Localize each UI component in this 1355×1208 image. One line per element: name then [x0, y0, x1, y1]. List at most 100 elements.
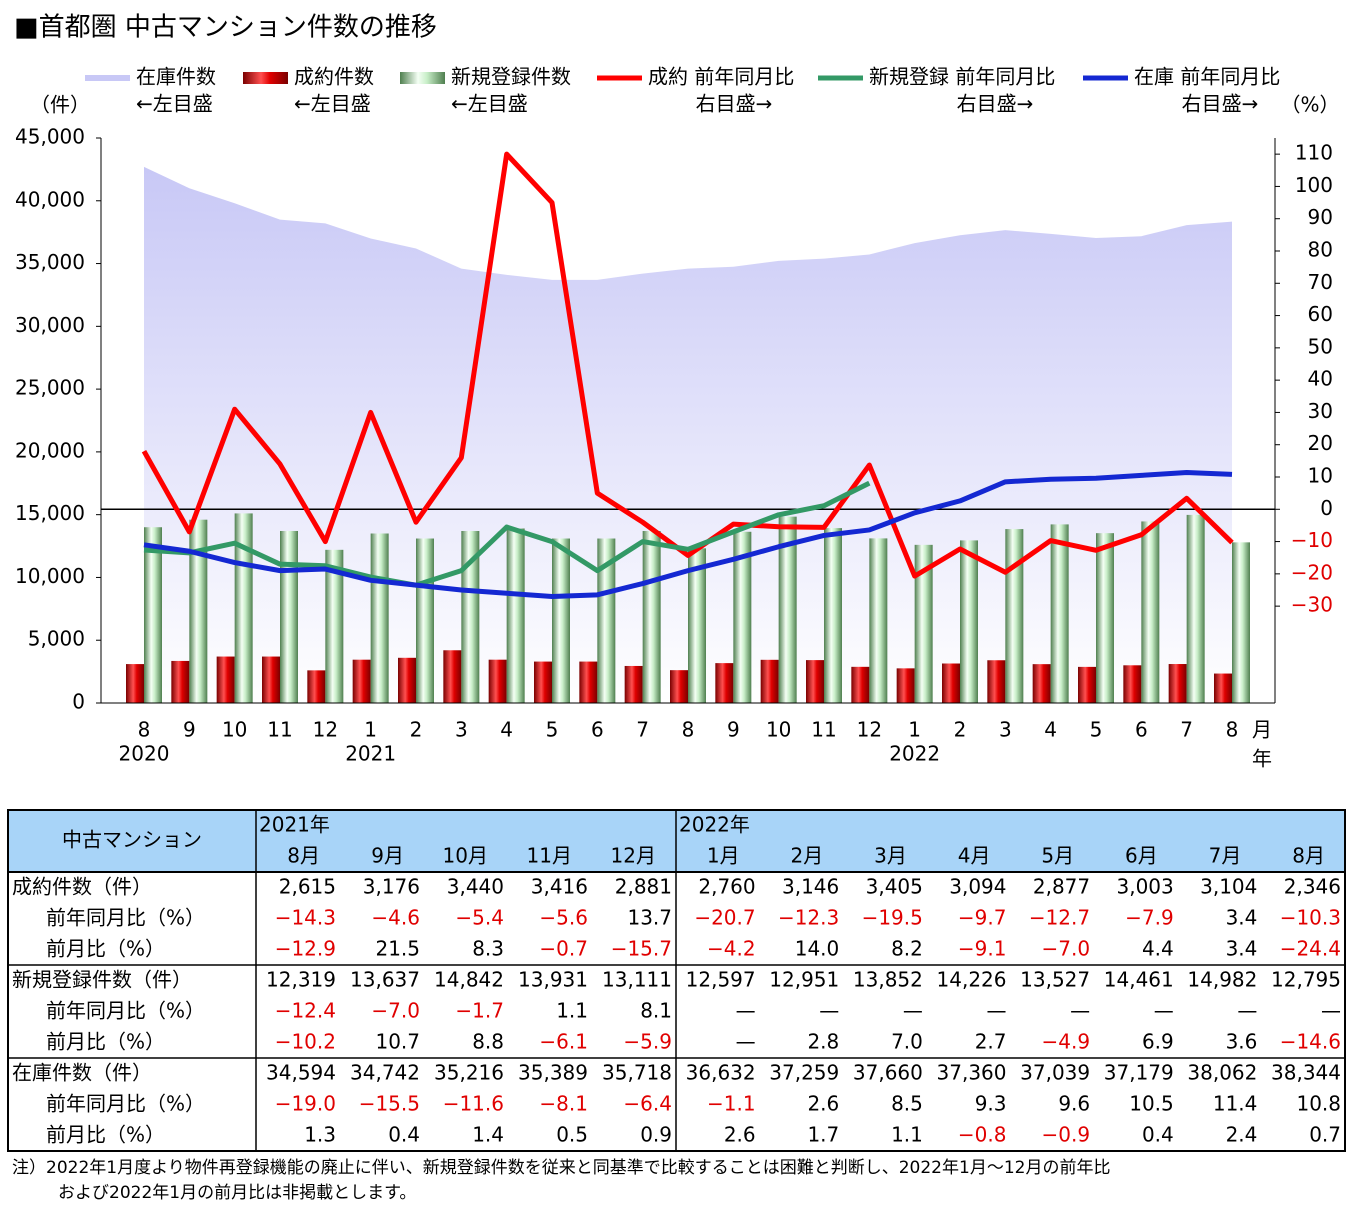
line: [143, 469, 1233, 599]
row-label: 新規登録件数（件）: [12, 968, 192, 992]
x-unit: 月: [1252, 718, 1272, 742]
bar: [1050, 524, 1069, 703]
note: および2022年1月の前月比は非掲載とします。: [58, 1183, 416, 1203]
year-unit: 年: [1252, 747, 1272, 771]
cell: −12.3: [778, 906, 839, 930]
y-tick-label: 30,000: [15, 313, 85, 337]
legend-label: 在庫 前年同月比: [1134, 65, 1280, 89]
cell: 13.7: [627, 906, 672, 930]
cell: 1.7: [807, 1123, 839, 1147]
cell: −15.5: [359, 1092, 420, 1116]
legend-note: ←左目盛: [294, 92, 371, 116]
cell: 3,003: [1116, 875, 1173, 899]
table: 中古マンション 2021年 8月 9月 10月 11月 12月 2022年 1月 2月 3月 4月 5…: [7, 809, 1346, 1152]
year-label: 2022: [889, 742, 940, 766]
cell: −4.9: [1042, 1030, 1091, 1054]
cell: −24.4: [1280, 937, 1341, 961]
cell: 14.0: [795, 937, 840, 961]
cell: −10.2: [275, 1030, 336, 1054]
cell: 37,039: [1020, 1061, 1090, 1085]
cell: 0.9: [640, 1123, 672, 1147]
y-tick-label: 45,000: [15, 125, 85, 149]
y-tick-label: 15,000: [15, 501, 85, 525]
cell: 2.4: [1226, 1123, 1258, 1147]
cell: 0.7: [1309, 1123, 1341, 1147]
bar: [1005, 529, 1024, 703]
cell: 8.3: [472, 937, 504, 961]
legend-label: 新規登録件数: [451, 65, 571, 89]
cell: 13,527: [1020, 968, 1090, 992]
x-tick-label: 9: [183, 718, 196, 742]
x-tick-label: 7: [636, 718, 649, 742]
cell: 8.1: [640, 999, 672, 1023]
bar: [960, 540, 978, 703]
x-tick-label: 8: [1226, 718, 1239, 742]
month-header: 8月: [287, 844, 320, 868]
cell: 13,852: [853, 968, 923, 992]
month-header: 3月: [874, 844, 907, 868]
y-tick-label: 40,000: [15, 187, 85, 211]
line: [141, 151, 1234, 579]
cell: 1.1: [891, 1123, 923, 1147]
cell: 3,094: [949, 875, 1006, 899]
bar: [234, 513, 253, 703]
note: 注）2022年1月度より物件再登録機能の廃止に伴い、新規登録件数を従来と同基準で…: [12, 1158, 1110, 1178]
bar: [624, 665, 643, 703]
cell: 35,389: [518, 1061, 588, 1085]
table-header: 中古マンション: [62, 828, 202, 852]
x-tick-label: 3: [455, 718, 468, 742]
bar: [171, 660, 190, 703]
y2-tick-label: 20: [1308, 431, 1333, 455]
cell: 2,760: [698, 875, 755, 899]
bar: [307, 670, 326, 703]
row-label: 前年同月比（%）: [46, 999, 205, 1023]
cell: 3.4: [1226, 906, 1258, 930]
legend-label: 在庫件数: [136, 65, 216, 89]
bar: [1096, 533, 1114, 703]
x-tick-label: 6: [1135, 718, 1148, 742]
cell: 14,842: [434, 968, 504, 992]
bar: [806, 660, 824, 703]
bar: [715, 663, 734, 703]
cell: 35,718: [602, 1061, 672, 1085]
cell: 34,594: [266, 1061, 336, 1085]
y2-tick-label: −30: [1291, 593, 1333, 617]
cell: −10.3: [1280, 906, 1341, 930]
year-label: 2021: [345, 742, 396, 766]
y-tick-label: 25,000: [15, 376, 85, 400]
row-label: 前年同月比（%）: [46, 906, 205, 930]
legend-note: ←左目盛: [451, 92, 528, 116]
y2-tick-label: −20: [1291, 560, 1333, 584]
bar: [461, 530, 480, 703]
cell: 37,660: [853, 1061, 923, 1085]
legend-swatch: [243, 72, 288, 84]
y2-tick-label: 70: [1308, 270, 1333, 294]
cell: 11.4: [1213, 1092, 1258, 1116]
cell: −12.9: [275, 937, 336, 961]
cell: −15.7: [611, 937, 672, 961]
month-header: 8月: [1292, 844, 1325, 868]
legend-note: 右目盛→: [957, 92, 1034, 116]
cell: 0.4: [1142, 1123, 1174, 1147]
bar: [579, 661, 598, 703]
cell: 36,632: [686, 1061, 756, 1085]
legend-label: 成約件数: [294, 65, 374, 89]
x-tick-label: 1: [908, 718, 921, 742]
cell: −5.6: [539, 906, 588, 930]
legend-swatch: [400, 72, 445, 84]
bar: [987, 660, 1006, 703]
legend-note: 右目盛→: [696, 92, 773, 116]
cell: 3.6: [1226, 1030, 1258, 1054]
month-header: 1月: [707, 844, 740, 868]
x-tick-label: 7: [1180, 718, 1193, 742]
y2-tick-label: 60: [1308, 302, 1333, 326]
cell: 3.4: [1226, 937, 1258, 961]
y-tick-label: 0: [72, 690, 85, 714]
line: [143, 480, 871, 588]
month-header: 9月: [371, 844, 404, 868]
bar: [869, 538, 888, 703]
x-tick-label: 8: [138, 718, 151, 742]
chart-title: ■首都圏 中古マンション件数の推移: [14, 13, 437, 43]
group-header: 2021年: [259, 813, 330, 837]
